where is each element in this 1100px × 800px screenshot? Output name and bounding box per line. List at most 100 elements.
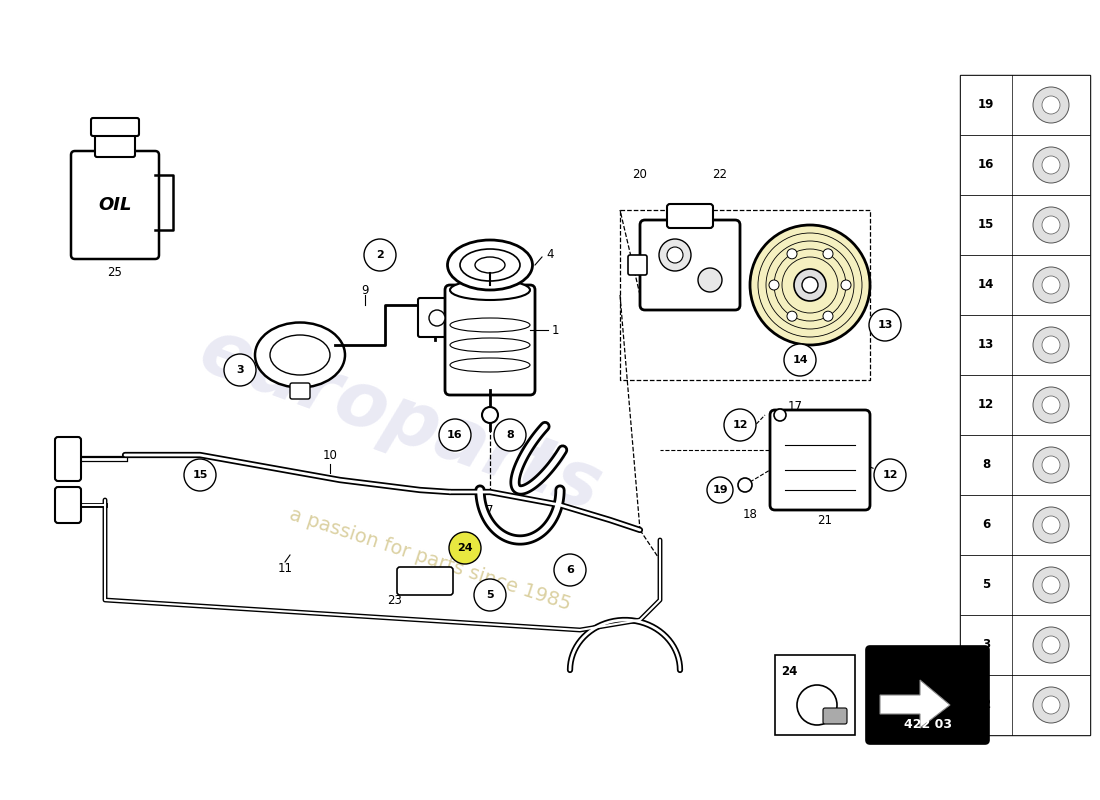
FancyBboxPatch shape xyxy=(770,410,870,510)
Text: 3: 3 xyxy=(982,638,990,651)
FancyBboxPatch shape xyxy=(628,255,647,275)
Polygon shape xyxy=(880,680,950,728)
Circle shape xyxy=(1042,576,1060,594)
Circle shape xyxy=(1033,267,1069,303)
FancyBboxPatch shape xyxy=(397,567,453,595)
Circle shape xyxy=(439,419,471,451)
Text: 2: 2 xyxy=(376,250,384,260)
Text: 20: 20 xyxy=(632,169,648,182)
Text: 12: 12 xyxy=(882,470,898,480)
FancyBboxPatch shape xyxy=(290,383,310,399)
Text: 15: 15 xyxy=(978,218,994,231)
Text: 25: 25 xyxy=(108,266,122,279)
Text: 4: 4 xyxy=(547,249,553,262)
Circle shape xyxy=(494,419,526,451)
Circle shape xyxy=(842,280,851,290)
Circle shape xyxy=(784,344,816,376)
Text: 22: 22 xyxy=(713,169,727,182)
Ellipse shape xyxy=(450,280,530,300)
Circle shape xyxy=(794,269,826,301)
Text: 18: 18 xyxy=(742,509,758,522)
Text: 17: 17 xyxy=(788,401,803,414)
Text: 8: 8 xyxy=(506,430,514,440)
FancyBboxPatch shape xyxy=(55,487,81,523)
FancyBboxPatch shape xyxy=(960,495,1090,555)
Text: 5: 5 xyxy=(486,590,494,600)
FancyBboxPatch shape xyxy=(418,298,456,337)
Circle shape xyxy=(802,277,818,293)
Text: 16: 16 xyxy=(978,158,994,171)
Text: 23: 23 xyxy=(387,594,403,606)
Text: 422 03: 422 03 xyxy=(903,718,952,730)
Text: 13: 13 xyxy=(878,320,893,330)
FancyBboxPatch shape xyxy=(960,195,1090,255)
Circle shape xyxy=(474,579,506,611)
Text: 16: 16 xyxy=(448,430,463,440)
FancyBboxPatch shape xyxy=(960,375,1090,435)
Circle shape xyxy=(869,309,901,341)
Circle shape xyxy=(786,249,798,259)
Circle shape xyxy=(1033,327,1069,363)
Text: 3: 3 xyxy=(236,365,244,375)
FancyBboxPatch shape xyxy=(91,118,139,136)
Ellipse shape xyxy=(255,322,345,387)
Circle shape xyxy=(1042,276,1060,294)
FancyBboxPatch shape xyxy=(960,615,1090,675)
FancyBboxPatch shape xyxy=(667,204,713,228)
Text: 12: 12 xyxy=(733,420,748,430)
Circle shape xyxy=(823,311,833,321)
Text: 6: 6 xyxy=(982,518,990,531)
Ellipse shape xyxy=(450,338,530,352)
Circle shape xyxy=(750,225,870,345)
Circle shape xyxy=(1042,456,1060,474)
Circle shape xyxy=(1042,636,1060,654)
FancyBboxPatch shape xyxy=(72,151,160,259)
Circle shape xyxy=(184,459,216,491)
FancyBboxPatch shape xyxy=(960,675,1090,735)
Circle shape xyxy=(1033,567,1069,603)
Circle shape xyxy=(1042,156,1060,174)
Ellipse shape xyxy=(475,257,505,273)
Circle shape xyxy=(1042,96,1060,114)
Circle shape xyxy=(1033,627,1069,663)
FancyBboxPatch shape xyxy=(776,655,855,735)
Text: 8: 8 xyxy=(982,458,990,471)
Circle shape xyxy=(823,249,833,259)
Text: 24: 24 xyxy=(458,543,473,553)
Text: 10: 10 xyxy=(322,449,338,462)
Circle shape xyxy=(1042,396,1060,414)
Text: a passion for parts since 1985: a passion for parts since 1985 xyxy=(287,506,573,614)
Text: 11: 11 xyxy=(277,562,293,574)
FancyBboxPatch shape xyxy=(446,285,535,395)
Circle shape xyxy=(1033,687,1069,723)
Circle shape xyxy=(554,554,586,586)
FancyBboxPatch shape xyxy=(960,75,1090,735)
Circle shape xyxy=(659,239,691,271)
FancyBboxPatch shape xyxy=(960,555,1090,615)
FancyBboxPatch shape xyxy=(866,646,989,744)
Text: 21: 21 xyxy=(817,514,833,526)
Ellipse shape xyxy=(270,335,330,375)
FancyBboxPatch shape xyxy=(960,75,1090,135)
Text: 1: 1 xyxy=(551,323,559,337)
Circle shape xyxy=(874,459,906,491)
Circle shape xyxy=(224,354,256,386)
Text: 14: 14 xyxy=(792,355,807,365)
Ellipse shape xyxy=(450,358,530,372)
Circle shape xyxy=(1033,87,1069,123)
FancyBboxPatch shape xyxy=(95,131,135,157)
Text: 2: 2 xyxy=(982,698,990,711)
Text: 6: 6 xyxy=(566,565,574,575)
Circle shape xyxy=(429,310,446,326)
Circle shape xyxy=(1033,207,1069,243)
Text: europarts: europarts xyxy=(189,313,610,527)
FancyBboxPatch shape xyxy=(960,255,1090,315)
Text: 19: 19 xyxy=(978,98,994,111)
Circle shape xyxy=(1033,507,1069,543)
Circle shape xyxy=(1042,336,1060,354)
Text: 7: 7 xyxy=(486,503,494,517)
Text: 15: 15 xyxy=(192,470,208,480)
Circle shape xyxy=(1033,387,1069,423)
Circle shape xyxy=(449,532,481,564)
FancyBboxPatch shape xyxy=(960,435,1090,495)
